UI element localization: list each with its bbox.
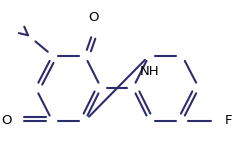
Text: O: O <box>88 11 99 24</box>
Text: NH: NH <box>139 65 159 78</box>
Text: O: O <box>1 114 11 127</box>
Text: F: F <box>225 114 232 127</box>
